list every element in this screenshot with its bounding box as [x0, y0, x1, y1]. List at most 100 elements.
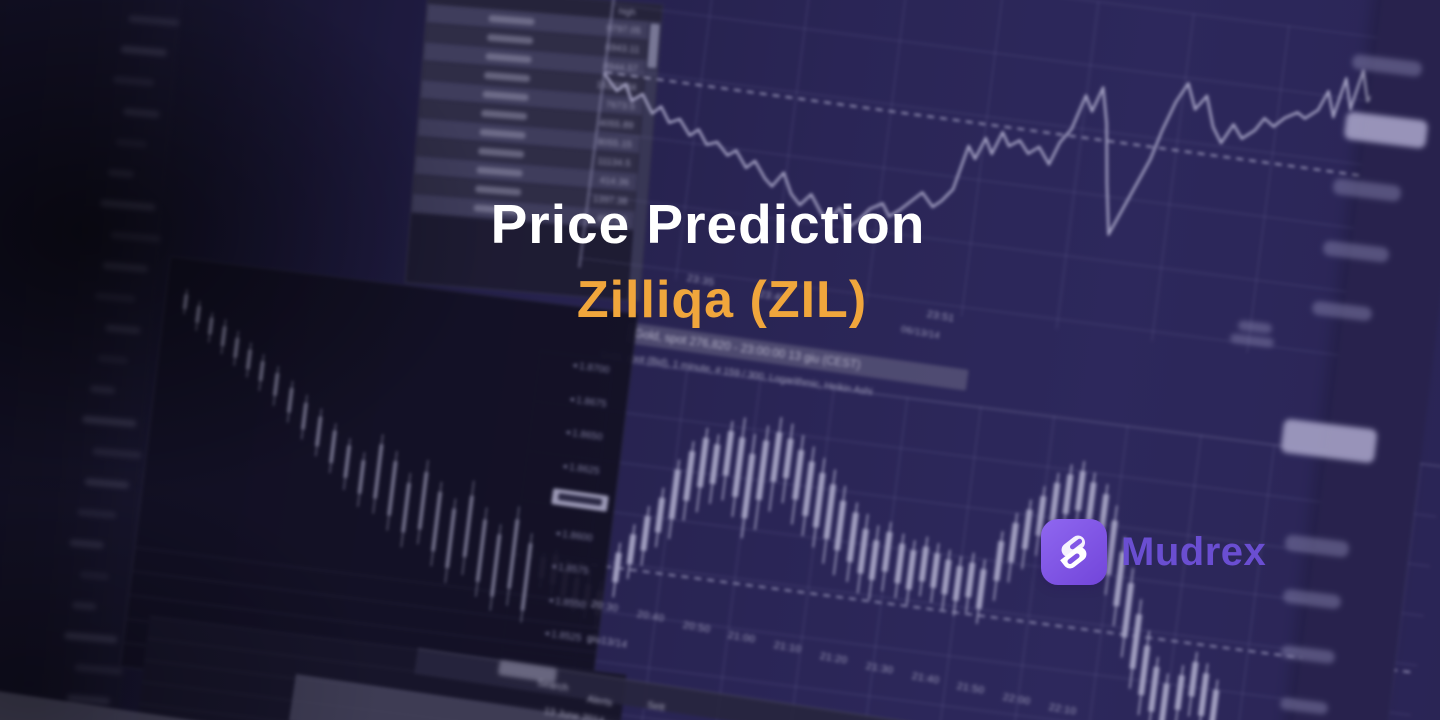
candle-body: [965, 562, 976, 598]
candle-body: [357, 459, 366, 494]
candle-body: [258, 360, 265, 382]
candle-body: [881, 531, 893, 572]
blur-bar: [128, 15, 180, 27]
blurred-cell: [474, 185, 522, 196]
chain-link-icon: [1060, 535, 1087, 569]
candle-body: [1085, 482, 1097, 523]
candle-body: [709, 444, 721, 485]
blur-bar: [112, 75, 155, 87]
blurred-cell: [473, 204, 520, 215]
blur-bar: [97, 354, 128, 365]
candle-body: [1148, 666, 1160, 712]
blur-bar: [69, 538, 104, 549]
candle-body: [272, 372, 280, 396]
blurred-cell: [488, 14, 535, 26]
candle-body: [489, 534, 502, 597]
candle-body: [507, 519, 520, 589]
blur-bar: [120, 45, 167, 57]
candle-body: [315, 416, 323, 447]
candle-body: [812, 472, 826, 528]
candle-body: [792, 449, 805, 500]
candle-body: [930, 552, 941, 589]
blurred-cell: [480, 109, 528, 121]
blur-bar: [115, 138, 147, 149]
candle-body: [220, 326, 227, 347]
candle-body: [696, 437, 710, 488]
candle-body: [894, 543, 906, 584]
candle-body: [1121, 582, 1135, 638]
candle-body: [475, 519, 488, 583]
candle-body: [445, 508, 457, 569]
candle-body: [952, 565, 963, 602]
top-line-chart: [578, 0, 1436, 372]
candle-body: [626, 534, 637, 565]
candle-body: [834, 500, 847, 551]
candle-body: [195, 305, 202, 323]
candle-body: [373, 444, 384, 499]
blurred-cell: [479, 128, 526, 140]
candle-body: [401, 482, 412, 533]
candle-body: [1174, 674, 1185, 711]
candle-body: [975, 568, 987, 610]
candle-body: [732, 437, 746, 498]
candle-body: [1049, 482, 1061, 523]
candle-body: [1208, 689, 1220, 720]
blurred-cell: [485, 52, 532, 64]
blur-bar: [82, 415, 137, 428]
brand-lockup: Mudrex: [1041, 519, 1266, 585]
candle-body: [941, 559, 952, 595]
candle-body: [207, 317, 214, 335]
candle-body: [233, 337, 240, 358]
candle-body: [245, 349, 253, 370]
candle-body: [343, 445, 352, 479]
candle-body: [802, 461, 815, 517]
top-chart-line: [603, 69, 1405, 309]
candle-body: [520, 542, 533, 611]
candle-body: [300, 402, 309, 430]
candle-body: [417, 471, 429, 530]
blur-bar: [100, 199, 156, 212]
candle-body: [823, 484, 837, 540]
candle-body: [782, 438, 794, 479]
candle-body: [1188, 661, 1199, 697]
brand-logo-tile: [1041, 519, 1107, 585]
blur-bar: [102, 261, 149, 273]
candle-body: [640, 515, 651, 552]
candle-body: [868, 540, 880, 581]
left-chart-candles: [182, 289, 533, 623]
candle-body: [857, 528, 869, 574]
candle-body: [1198, 673, 1210, 717]
candle-body: [918, 546, 929, 582]
candle-body: [741, 453, 756, 519]
blur-bar: [64, 631, 118, 644]
candle-body: [683, 450, 696, 502]
blurred-cell: [477, 147, 525, 159]
blur-bar: [71, 601, 97, 611]
blur-bar: [84, 478, 130, 489]
blurred-cell: [476, 166, 523, 177]
threshold-dashed-line: [604, 71, 1418, 185]
candle-body: [1075, 470, 1086, 511]
blurred-cell: [482, 90, 529, 102]
candle-body: [654, 497, 666, 533]
blur-bar: [110, 231, 161, 243]
candle-body: [722, 430, 735, 476]
blur-bar: [92, 447, 142, 459]
candle-body: [1062, 474, 1074, 515]
blurred-cell: [486, 33, 534, 45]
blur-bar: [74, 663, 123, 675]
candle-body: [1007, 522, 1019, 563]
brand-name: Mudrex: [1121, 529, 1267, 574]
candle-body: [668, 469, 681, 520]
blur-bar: [123, 107, 160, 119]
candle-body: [1129, 614, 1143, 670]
candle-body: [431, 491, 443, 552]
blurred-cell: [483, 71, 531, 83]
blur-bar: [94, 292, 136, 303]
candle-body: [329, 430, 337, 464]
blur-bar: [89, 385, 116, 395]
candle-body: [993, 540, 1005, 582]
candle-body: [1138, 645, 1151, 696]
candle-body: [1021, 509, 1033, 550]
